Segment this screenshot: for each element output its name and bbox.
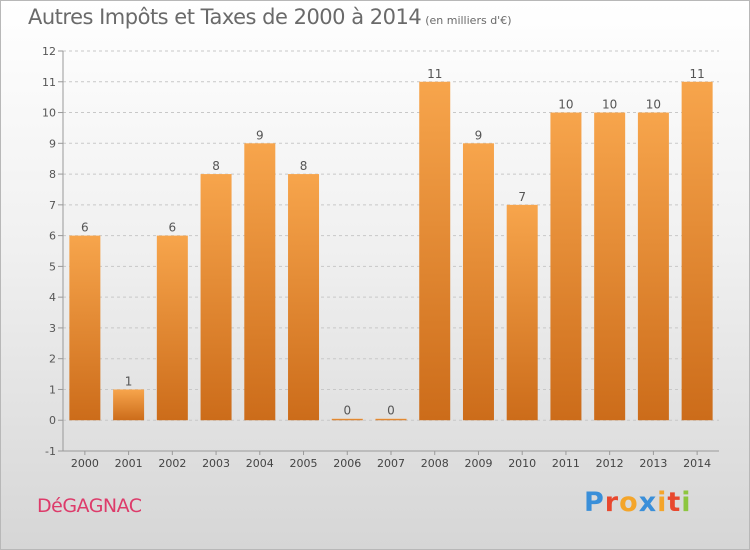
logo-letter: i [657, 487, 668, 518]
chart-title: Autres Impôts et Taxes de 2000 à 2014 (en… [28, 5, 511, 29]
bar-2002 [156, 235, 188, 421]
bar-2013 [637, 112, 669, 421]
logo-letter: r [604, 487, 620, 518]
y-tick-label: 1 [49, 383, 56, 396]
x-tick-label: 2006 [333, 457, 361, 470]
data-label-2001: 1 [125, 374, 133, 388]
x-tick-label: 2009 [464, 457, 492, 470]
logo-letter: x [638, 487, 658, 518]
data-label-2013: 10 [646, 98, 661, 112]
logo-letter: i [681, 487, 692, 518]
y-tick-label: 3 [49, 322, 56, 335]
commune-name: DéGAGNAC [37, 495, 142, 517]
x-tick-label: 2001 [115, 457, 143, 470]
data-label-2010: 7 [518, 190, 526, 204]
data-label-2000: 6 [81, 221, 89, 235]
proxiti-logo[interactable]: Proxiti [584, 487, 692, 518]
x-tick-label: 2004 [246, 457, 274, 470]
bar-2014 [681, 81, 713, 421]
bar-2003 [200, 174, 232, 421]
bar-2004 [244, 143, 276, 421]
bar-2008 [419, 81, 451, 421]
y-tick-label: 7 [49, 199, 56, 212]
y-tick-label: 11 [42, 76, 56, 89]
logo-letter: P [584, 487, 605, 518]
logo-letter: o [619, 487, 639, 518]
logo-letter: t [667, 487, 682, 518]
data-label-2012: 10 [602, 98, 617, 112]
bar-2007 [375, 418, 407, 421]
y-tick-label: 6 [49, 230, 56, 243]
bar-2005 [288, 174, 320, 421]
bar-2011 [550, 112, 582, 421]
y-tick-label: 9 [49, 137, 56, 150]
y-tick-label: 4 [49, 291, 56, 304]
data-label-2003: 8 [212, 159, 220, 173]
data-label-2014: 11 [689, 67, 704, 81]
data-label-2007: 0 [387, 404, 395, 418]
y-tick-label: 0 [49, 414, 56, 427]
x-tick-label: 2014 [683, 457, 711, 470]
x-tick-label: 2012 [596, 457, 624, 470]
data-label-2005: 8 [300, 159, 308, 173]
x-tick-label: 2000 [71, 457, 99, 470]
x-tick-label: 2005 [290, 457, 318, 470]
x-tick-label: 2013 [639, 457, 667, 470]
bar-2006 [331, 418, 363, 421]
bar-2001 [113, 389, 145, 421]
data-label-2004: 9 [256, 128, 264, 142]
x-tick-label: 2011 [552, 457, 580, 470]
y-tick-label: 5 [49, 260, 56, 273]
y-tick-label: -1 [45, 445, 56, 458]
bar-2009 [462, 143, 494, 421]
data-label-2008: 11 [427, 67, 442, 81]
data-label-2002: 6 [169, 221, 177, 235]
data-label-2006: 0 [343, 404, 351, 418]
x-tick-label: 2008 [421, 457, 449, 470]
y-tick-label: 2 [49, 353, 56, 366]
x-tick-label: 2002 [158, 457, 186, 470]
chart-unit: (en milliers d'€) [425, 14, 512, 27]
y-tick-label: 12 [42, 45, 56, 58]
x-tick-label: 2003 [202, 457, 230, 470]
bar-2010 [506, 204, 538, 421]
x-tick-label: 2010 [508, 457, 536, 470]
x-tick-label: 2007 [377, 457, 405, 470]
y-tick-label: 8 [49, 168, 56, 181]
bar-2000 [69, 235, 101, 421]
data-label-2009: 9 [475, 128, 483, 142]
data-label-2011: 10 [558, 98, 573, 112]
bar-2012 [594, 112, 626, 421]
y-tick-label: 10 [42, 107, 56, 120]
chart-title-text: Autres Impôts et Taxes de 2000 à 2014 [28, 5, 422, 29]
